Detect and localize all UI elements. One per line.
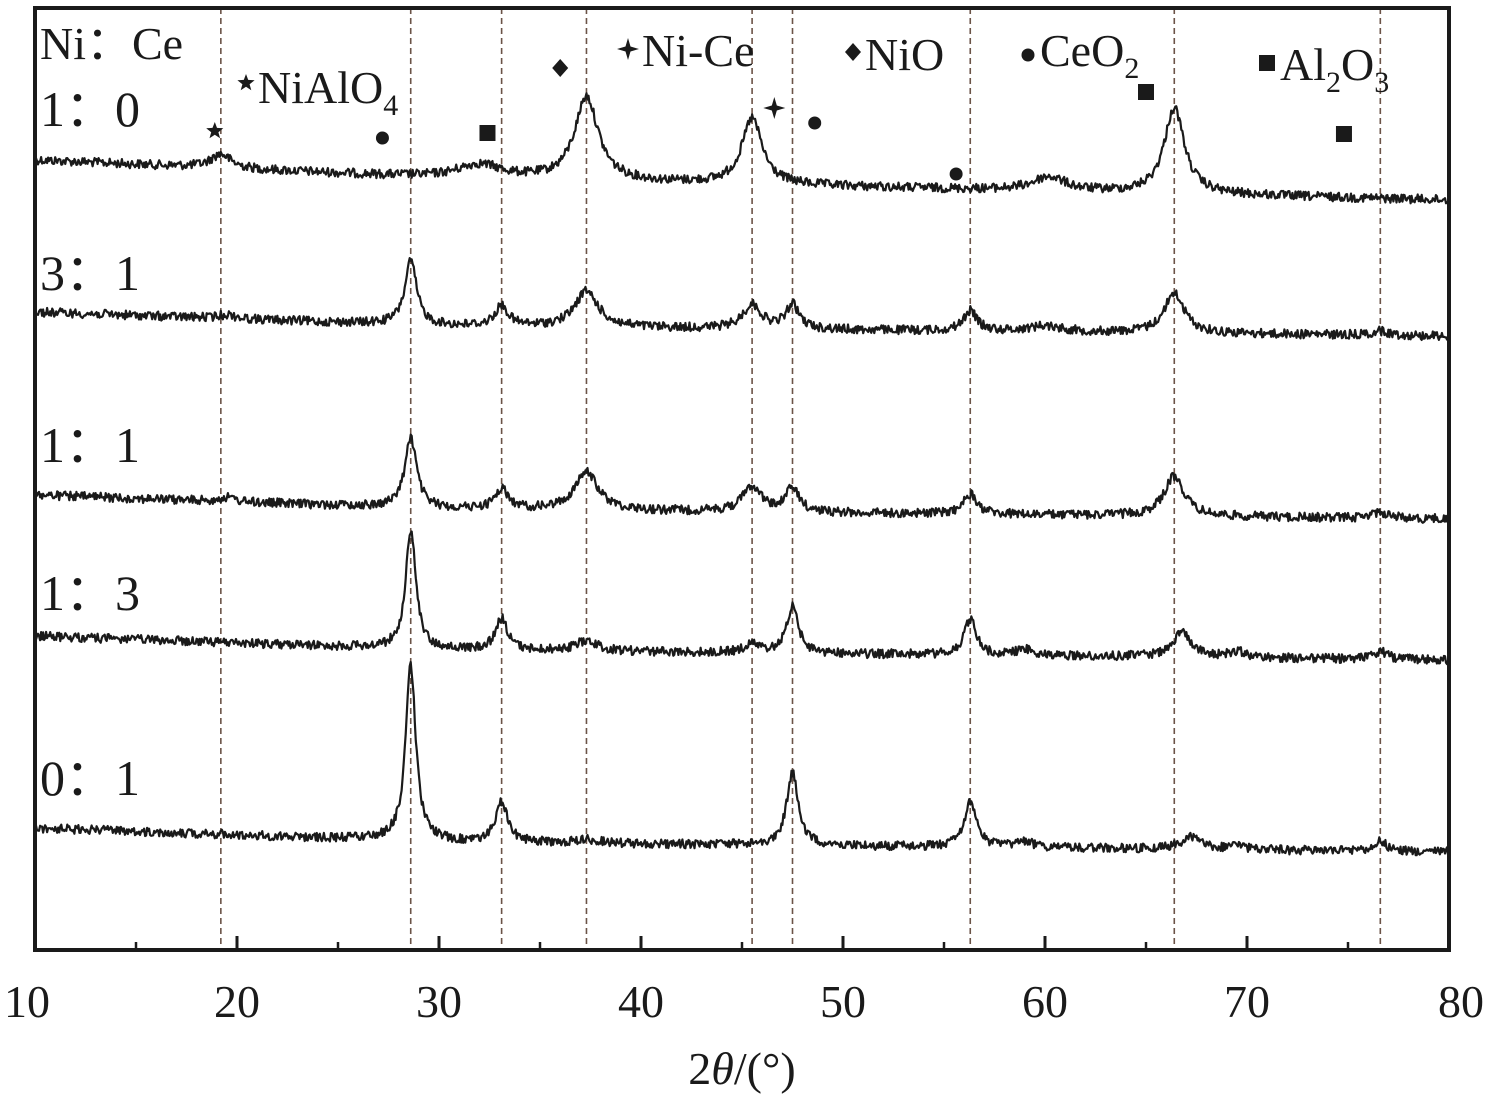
plot-frame	[33, 6, 1451, 952]
legend-item-ni-ce: Ni-Ce	[617, 25, 754, 76]
x-tick-label: 40	[618, 976, 664, 1027]
star-icon	[237, 74, 255, 91]
series-label: 1：0	[40, 81, 140, 137]
legend-item-nio: NiO	[845, 29, 944, 80]
legend-item-al2o3: Al2O3	[1259, 39, 1389, 99]
x-tick-label: 80	[1438, 976, 1484, 1027]
legend-label-ni-ce: Ni-Ce	[642, 25, 754, 76]
x-axis-title: 2θ/(°)	[688, 1043, 795, 1094]
phase-marker-diamond	[552, 59, 569, 77]
legend-marker-four-point-star	[617, 38, 639, 60]
series-layer	[33, 92, 1451, 857]
ratio-header: Ni：Ce	[40, 18, 183, 69]
phase-marker-four-point-star	[763, 97, 786, 119]
series-label: 1：1	[40, 417, 140, 473]
legend-item-ceo2: CeO2	[1021, 25, 1139, 85]
phase-marker-circle	[808, 116, 822, 130]
sample-labels: 1：0 3：1 1：1 1：3 0：1	[40, 81, 140, 806]
series-line	[34, 433, 1451, 524]
x-tick-label: 30	[416, 976, 462, 1027]
x-tick-label: 10	[4, 976, 50, 1027]
phase-marker-square	[1138, 84, 1154, 100]
legend-label-al2o3: Al2O3	[1280, 39, 1389, 99]
series-label: 1：3	[40, 565, 140, 621]
series-label: 3：1	[40, 245, 140, 301]
legend-label-ceo2: CeO2	[1040, 25, 1139, 85]
diamond-icon	[845, 43, 861, 61]
x-axis-title-theta: θ	[711, 1043, 734, 1094]
square-icon	[1259, 55, 1275, 71]
legend: NiAlO4 Ni-Ce NiO CeO2 Al2O3	[237, 25, 1389, 122]
x-axis-title-suffix: /(°)	[734, 1043, 796, 1094]
x-axis: 10 20 30 40 50 60 70 80	[4, 936, 1484, 1027]
x-tick-label: 70	[1224, 976, 1270, 1027]
legend-marker-diamond	[845, 43, 861, 61]
series-line	[33, 257, 1450, 341]
reference-lines	[220, 8, 1382, 950]
legend-label-nialo4: NiAlO4	[258, 62, 398, 122]
phase-marker-star	[206, 122, 224, 139]
x-tick-label: 20	[214, 976, 260, 1027]
series-line	[33, 660, 1451, 857]
legend-marker-square	[1259, 55, 1275, 71]
legend-marker-star	[237, 74, 255, 91]
phase-marker-circle	[949, 167, 963, 181]
legend-item-nialo4: NiAlO4	[237, 62, 398, 122]
four-point-star-icon	[617, 38, 639, 60]
series-line	[33, 92, 1450, 205]
x-axis-title-prefix: 2	[688, 1043, 711, 1094]
x-tick-label: 50	[820, 976, 866, 1027]
phase-marker-circle	[375, 131, 389, 145]
legend-label-nio: NiO	[865, 29, 944, 80]
circle-icon	[1021, 48, 1035, 62]
phase-marker-layer	[206, 59, 1352, 181]
phase-marker-square	[479, 125, 496, 141]
phase-marker-square	[1335, 126, 1352, 142]
legend-marker-circle	[1021, 48, 1035, 62]
series-label: 0：1	[40, 750, 140, 806]
x-tick-label: 60	[1022, 976, 1068, 1027]
series-line	[33, 530, 1450, 666]
